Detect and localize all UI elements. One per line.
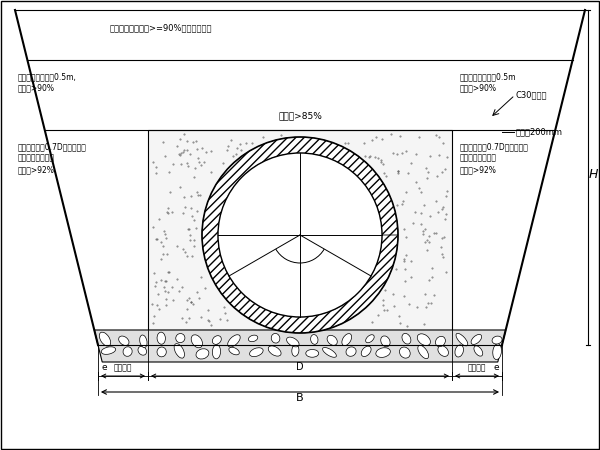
Ellipse shape	[229, 347, 239, 355]
Ellipse shape	[250, 348, 263, 356]
Circle shape	[218, 153, 382, 317]
Ellipse shape	[402, 333, 411, 344]
Ellipse shape	[191, 335, 202, 348]
Ellipse shape	[493, 344, 502, 360]
Text: 车行区：至管顶以0.5m
密实度>90%: 车行区：至管顶以0.5m 密实度>90%	[460, 72, 517, 93]
Ellipse shape	[306, 350, 319, 357]
Ellipse shape	[474, 346, 483, 356]
Polygon shape	[94, 330, 506, 362]
Ellipse shape	[271, 333, 280, 343]
Ellipse shape	[119, 336, 129, 346]
Ellipse shape	[212, 336, 221, 344]
Text: e: e	[493, 363, 499, 372]
Ellipse shape	[456, 333, 468, 346]
Ellipse shape	[157, 347, 166, 357]
Ellipse shape	[361, 346, 371, 356]
Ellipse shape	[342, 333, 352, 346]
Ellipse shape	[311, 335, 318, 344]
Ellipse shape	[418, 345, 428, 359]
Polygon shape	[15, 10, 585, 345]
Text: 密实度>85%: 密实度>85%	[278, 111, 322, 120]
Ellipse shape	[376, 348, 391, 357]
Ellipse shape	[436, 336, 445, 346]
Ellipse shape	[327, 335, 337, 345]
Text: D: D	[296, 362, 304, 372]
Polygon shape	[148, 130, 452, 330]
Polygon shape	[202, 137, 398, 333]
Text: 一般善区：密实度>=90%路面基层要求: 一般善区：密实度>=90%路面基层要求	[110, 23, 212, 32]
Ellipse shape	[417, 334, 430, 346]
Ellipse shape	[196, 349, 209, 359]
Ellipse shape	[455, 345, 463, 357]
Ellipse shape	[268, 346, 281, 356]
Ellipse shape	[323, 347, 337, 357]
Ellipse shape	[157, 332, 166, 344]
Text: 层厕厚度: 层厕厚度	[468, 363, 486, 372]
Ellipse shape	[292, 345, 299, 356]
Text: 主回填区：至0.7D，满足原填
要求的原土回填，
密实度>92%: 主回填区：至0.7D，满足原填 要求的原土回填， 密实度>92%	[18, 142, 87, 175]
Text: B: B	[296, 393, 304, 403]
Ellipse shape	[176, 333, 185, 342]
Text: e: e	[101, 363, 107, 372]
Ellipse shape	[471, 334, 482, 344]
Ellipse shape	[227, 335, 240, 347]
Text: 车行区：至管顶以0.5m,
密实度>90%: 车行区：至管顶以0.5m, 密实度>90%	[18, 72, 77, 93]
Ellipse shape	[346, 347, 356, 356]
Ellipse shape	[438, 346, 448, 356]
Ellipse shape	[212, 345, 221, 359]
Ellipse shape	[400, 347, 410, 358]
Ellipse shape	[101, 347, 116, 354]
Ellipse shape	[138, 346, 146, 355]
Text: 120°: 120°	[308, 273, 329, 282]
Ellipse shape	[100, 332, 110, 346]
Ellipse shape	[140, 335, 147, 347]
Text: C30混凝土: C30混凝土	[516, 90, 548, 99]
Ellipse shape	[492, 336, 502, 344]
Text: H: H	[589, 168, 598, 181]
Ellipse shape	[381, 336, 390, 347]
Ellipse shape	[365, 335, 374, 343]
Ellipse shape	[123, 347, 132, 356]
Text: 鸯砂层200mm: 鸯砂层200mm	[516, 127, 563, 136]
Ellipse shape	[248, 335, 258, 342]
Ellipse shape	[287, 337, 299, 347]
Text: 主回填区：至0.7D，满足原填
要求的原土回填，
密实度>92%: 主回填区：至0.7D，满足原填 要求的原土回填， 密实度>92%	[460, 142, 529, 175]
Ellipse shape	[174, 344, 185, 358]
Text: 层厕厚度: 层厕厚度	[114, 363, 132, 372]
